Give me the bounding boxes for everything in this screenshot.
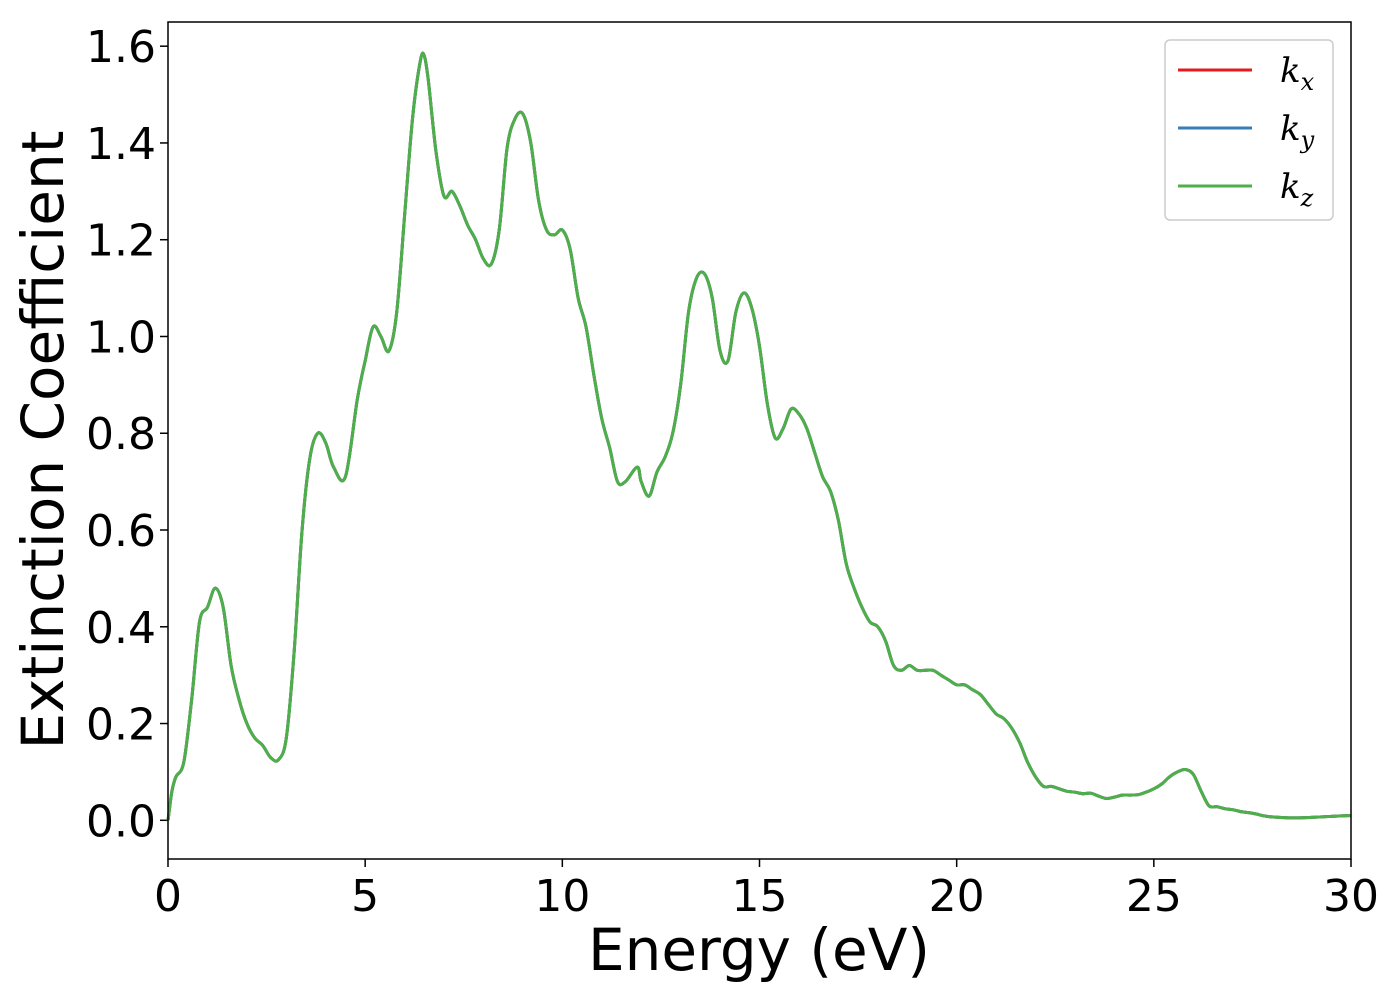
- x-tick-label: 25: [1126, 871, 1182, 922]
- x-axis-label: Energy (eV): [588, 916, 930, 984]
- y-tick-label: 0.2: [86, 700, 156, 751]
- legend-label-kz: kz: [1280, 167, 1314, 212]
- y-tick-label: 1.0: [86, 312, 156, 363]
- x-axis-ticks: 0 5 10 15 20 25 30: [154, 859, 1379, 922]
- y-tick-label: 1.2: [86, 216, 156, 267]
- x-tick-label: 20: [929, 871, 985, 922]
- y-axis-ticks: 0.0 0.2 0.4 0.6 0.8 1.0 1.2 1.4 1.6: [86, 22, 168, 847]
- y-tick-label: 1.6: [86, 22, 156, 73]
- y-tick-label: 0.4: [86, 603, 156, 654]
- y-axis-label: Extinction Coefficient: [9, 131, 77, 750]
- series-line-kz: [166, 51, 1352, 821]
- x-tick-label: 5: [351, 871, 379, 922]
- y-tick-label: 0.8: [86, 409, 156, 460]
- y-tick-label: 0.0: [86, 796, 156, 847]
- x-tick-label: 15: [732, 871, 788, 922]
- legend-box: [1164, 39, 1334, 221]
- x-tick-label: 30: [1323, 871, 1379, 922]
- legend: kx ky kz: [1164, 39, 1334, 221]
- legend-label-kx: kx: [1280, 51, 1315, 96]
- x-tick-label: 0: [154, 871, 182, 922]
- y-tick-label: 0.6: [86, 506, 156, 557]
- series-lines: [166, 51, 1352, 821]
- legend-label-ky: ky: [1280, 109, 1315, 154]
- plot-frame: [167, 21, 1352, 860]
- y-tick-label: 1.4: [86, 119, 156, 170]
- x-tick-label: 10: [534, 871, 590, 922]
